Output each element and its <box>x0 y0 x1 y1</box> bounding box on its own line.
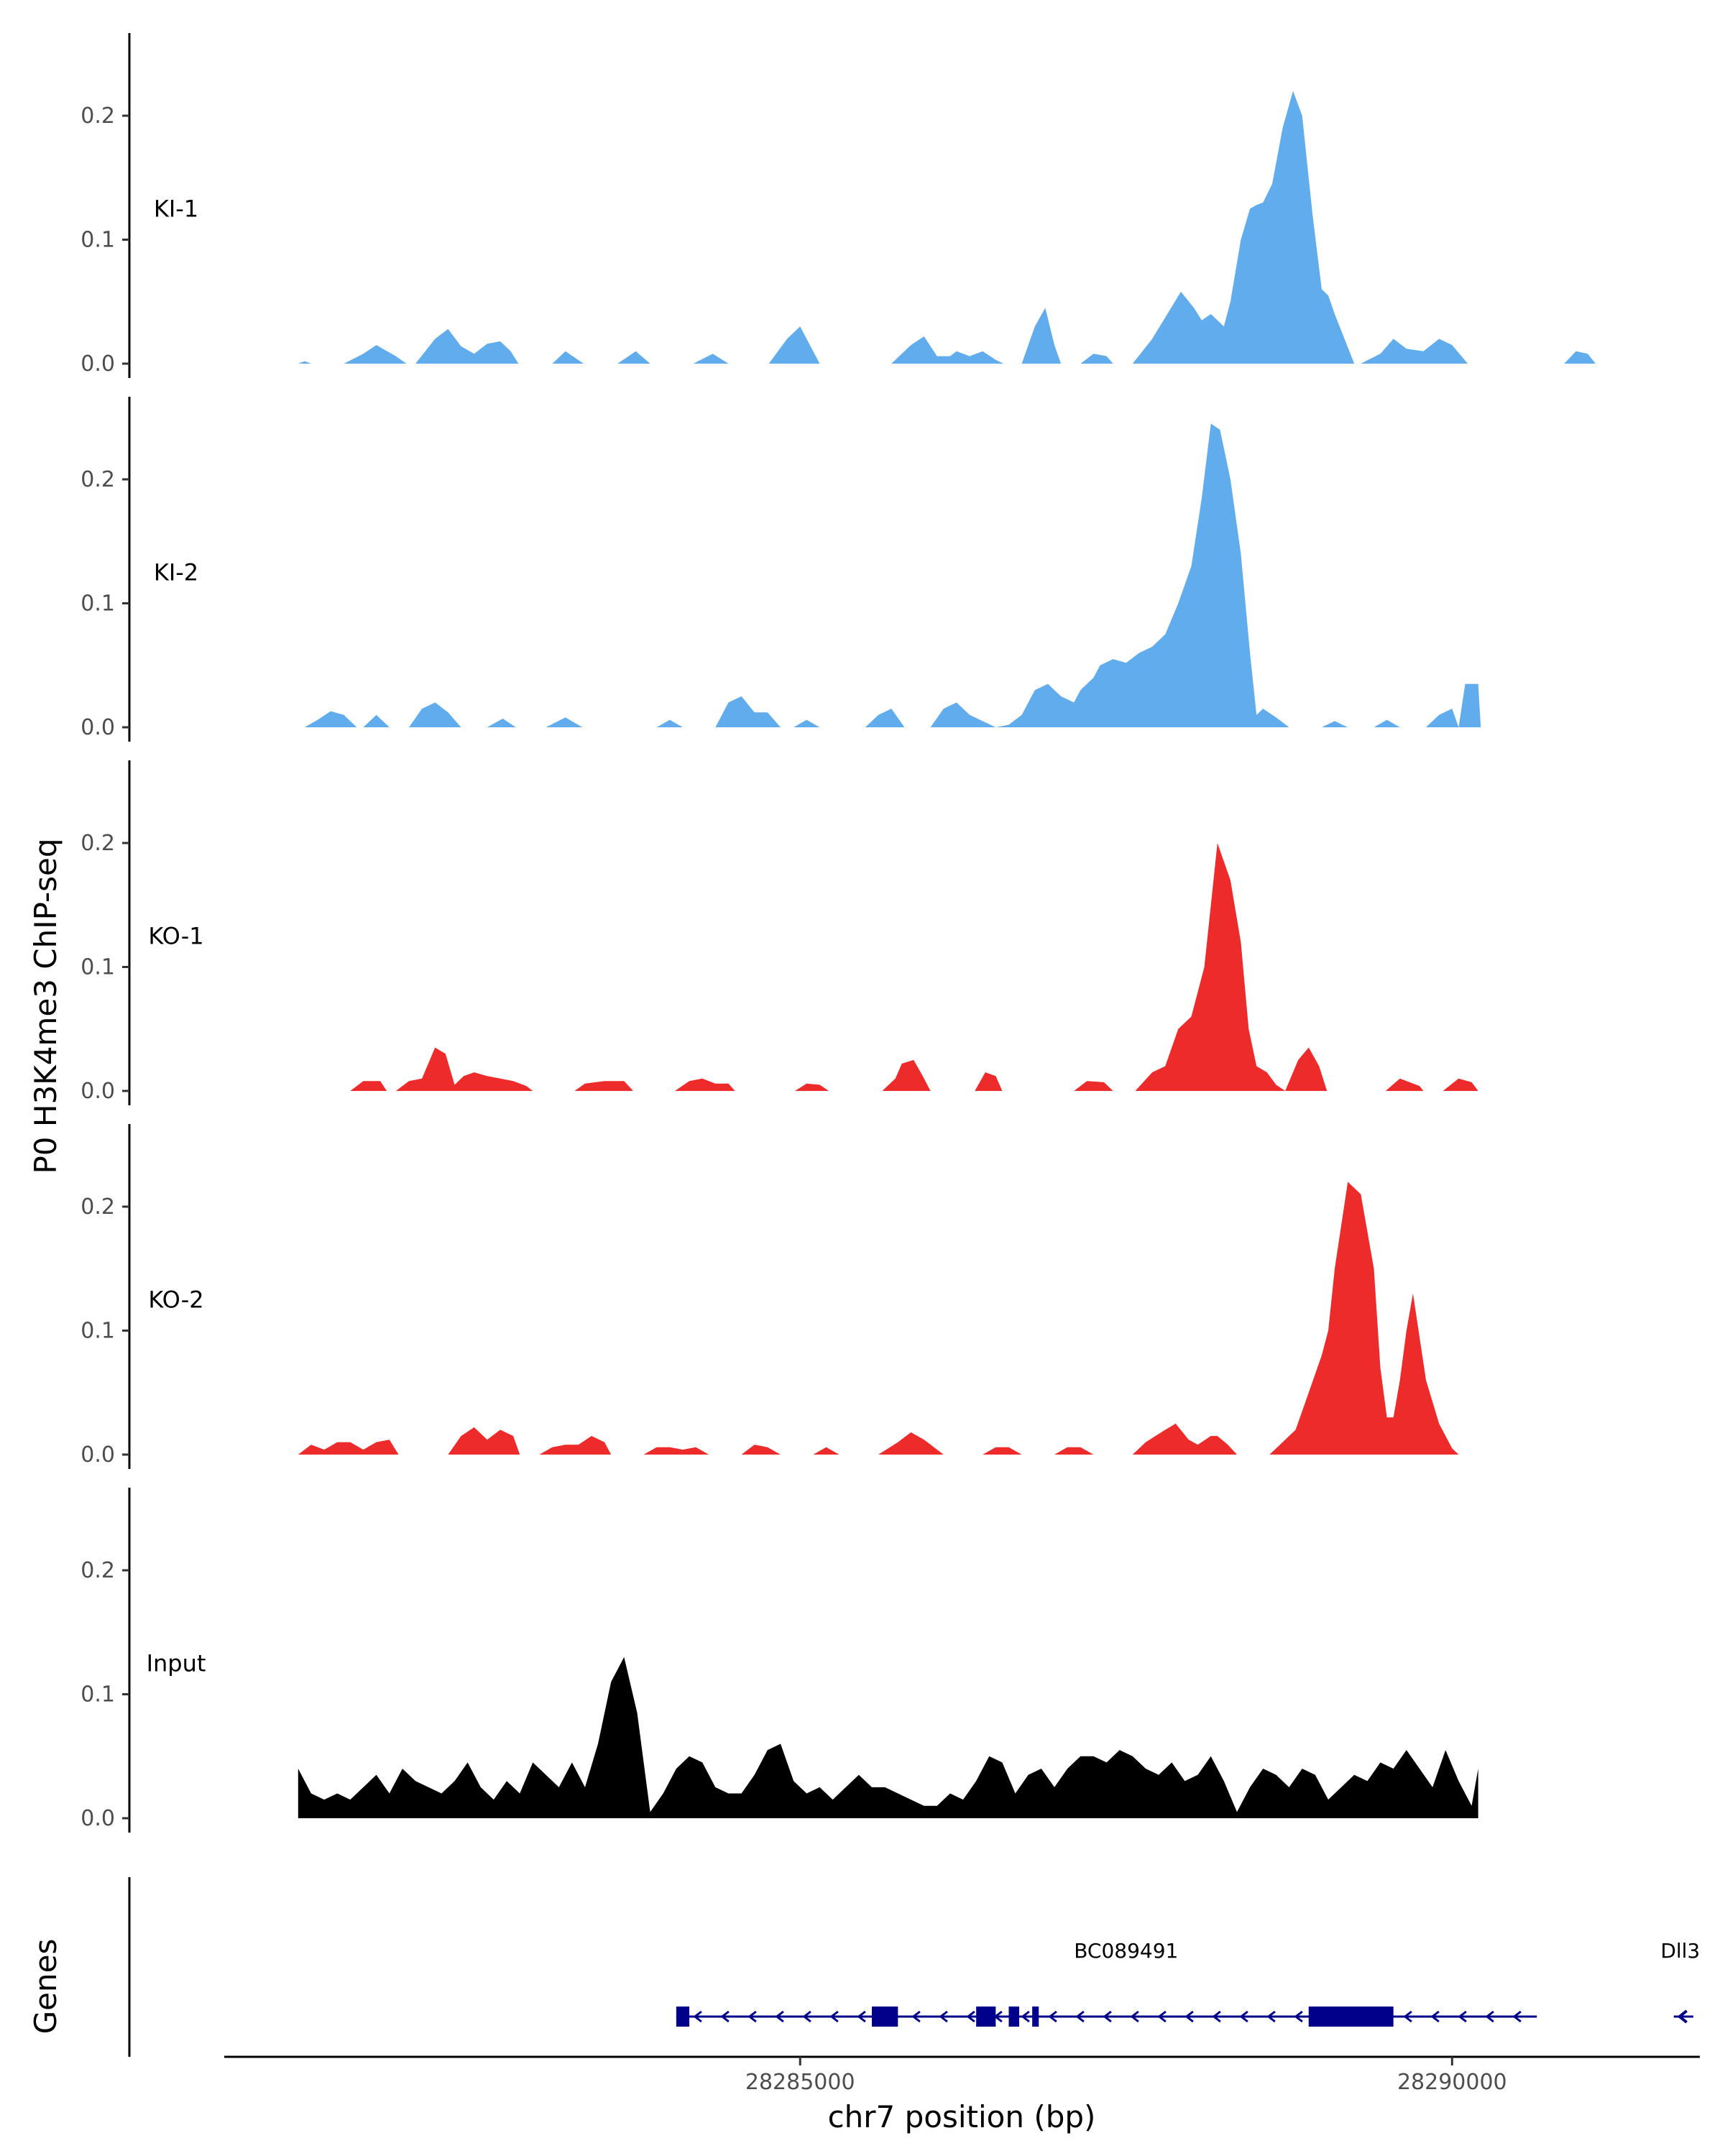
y-tick-label: 0.1 <box>80 591 115 617</box>
coverage-area <box>298 1657 1478 1818</box>
strand-chevron <box>1075 2010 1085 2023</box>
exon <box>1008 2007 1020 2027</box>
strand-chevron <box>1021 2010 1030 2023</box>
y-tick-label: 0.1 <box>80 1319 115 1344</box>
strand-chevron <box>1430 2010 1440 2023</box>
gene-label: BC089491 <box>1074 1939 1178 1963</box>
exon <box>676 2007 690 2027</box>
exon <box>872 2007 898 2027</box>
gene-bc089491: BC089491 <box>676 1939 1537 2027</box>
strand-chevron <box>829 2010 839 2023</box>
coverage-area <box>298 1181 1459 1455</box>
strand-chevron <box>1103 2010 1112 2023</box>
y-tick-label: 0.0 <box>80 1442 115 1468</box>
x-axis: 28285000 28290000 <box>224 2055 1700 2095</box>
strand-chevron <box>1130 2010 1139 2023</box>
strand-chevron <box>1485 2010 1494 2023</box>
x-tick-label: 28290000 <box>1397 2070 1507 2095</box>
strand-chevron <box>911 2010 921 2023</box>
track-label: KO-1 <box>148 922 203 949</box>
track-label: KO-2 <box>148 1286 203 1313</box>
strand-chevron <box>748 2010 757 2023</box>
strand-chevron <box>1239 2010 1248 2023</box>
coverage-area <box>304 423 1481 727</box>
strand-chevron <box>966 2010 975 2023</box>
strand-chevron <box>1403 2010 1412 2023</box>
y-tick-label: 0.1 <box>80 955 115 980</box>
coverage-area <box>298 91 1596 364</box>
strand-chevron <box>857 2010 866 2023</box>
track-label: Input <box>147 1649 206 1677</box>
y-tick-label: 0.0 <box>80 1079 115 1104</box>
strand-chevron <box>1212 2010 1221 2023</box>
exon <box>1308 2007 1394 2027</box>
y-tick-label: 0.2 <box>80 1558 115 1583</box>
strand-chevron <box>775 2010 784 2023</box>
strand-chevron <box>693 2010 702 2023</box>
track-ko-2: 0.0 0.1 0.2 KO-2 <box>80 1124 1459 1469</box>
strand-chevron <box>1266 2010 1276 2023</box>
strand-chevron <box>1677 2009 1688 2024</box>
y-tick-label: 0.2 <box>80 103 115 129</box>
x-axis-title: chr7 position (bp) <box>828 2099 1096 2134</box>
strand-chevron <box>1048 2010 1057 2023</box>
y-tick-label: 0.2 <box>80 467 115 492</box>
gene-label: Dll3 <box>1660 1939 1700 1963</box>
coverage-area <box>350 843 1478 1091</box>
y-tick-label: 0.0 <box>80 1806 115 1831</box>
strand-chevron <box>720 2010 730 2023</box>
x-tick-label: 28285000 <box>745 2070 855 2095</box>
track-label: KI-1 <box>154 195 198 222</box>
gene-track: BC089491 Dll3 <box>128 1877 1700 2057</box>
y-tick-label: 0.1 <box>80 1682 115 1708</box>
track-ki-2: 0.0 0.1 0.2 KI-2 <box>80 397 1481 742</box>
y-axis-title: P0 H3K4me3 ChIP-seq <box>28 838 63 1174</box>
track-panels: 0.00.10.2KI-10.00.10.2KI-20.00.10.2KO-10… <box>80 33 1596 1833</box>
y-tick-label: 0.0 <box>80 715 115 740</box>
track-input: 0.0 0.1 0.2 Input <box>80 1488 1478 1833</box>
genes-track-title: Genes <box>28 1939 63 2035</box>
strand-chevron <box>1512 2010 1522 2023</box>
strand-chevron <box>1294 2010 1303 2023</box>
y-tick-label: 0.1 <box>80 228 115 253</box>
track-label: KI-2 <box>154 558 198 586</box>
strand-chevron <box>1184 2010 1194 2023</box>
strand-chevron <box>939 2010 948 2023</box>
gene-dll3: Dll3 <box>1660 1939 1700 2024</box>
strand-chevron <box>802 2010 811 2023</box>
y-tick-label: 0.2 <box>80 1194 115 1220</box>
exon <box>1032 2007 1039 2027</box>
track-ko-1: 0.0 0.1 0.2 KO-1 <box>80 760 1478 1105</box>
strand-chevron <box>1157 2010 1167 2023</box>
y-tick-label: 0.0 <box>80 351 115 377</box>
exon <box>976 2007 996 2027</box>
y-tick-label: 0.2 <box>80 831 115 856</box>
track-ki-1: 0.0 0.1 0.2 KI-1 <box>80 33 1596 378</box>
strand-chevron <box>1458 2010 1467 2023</box>
